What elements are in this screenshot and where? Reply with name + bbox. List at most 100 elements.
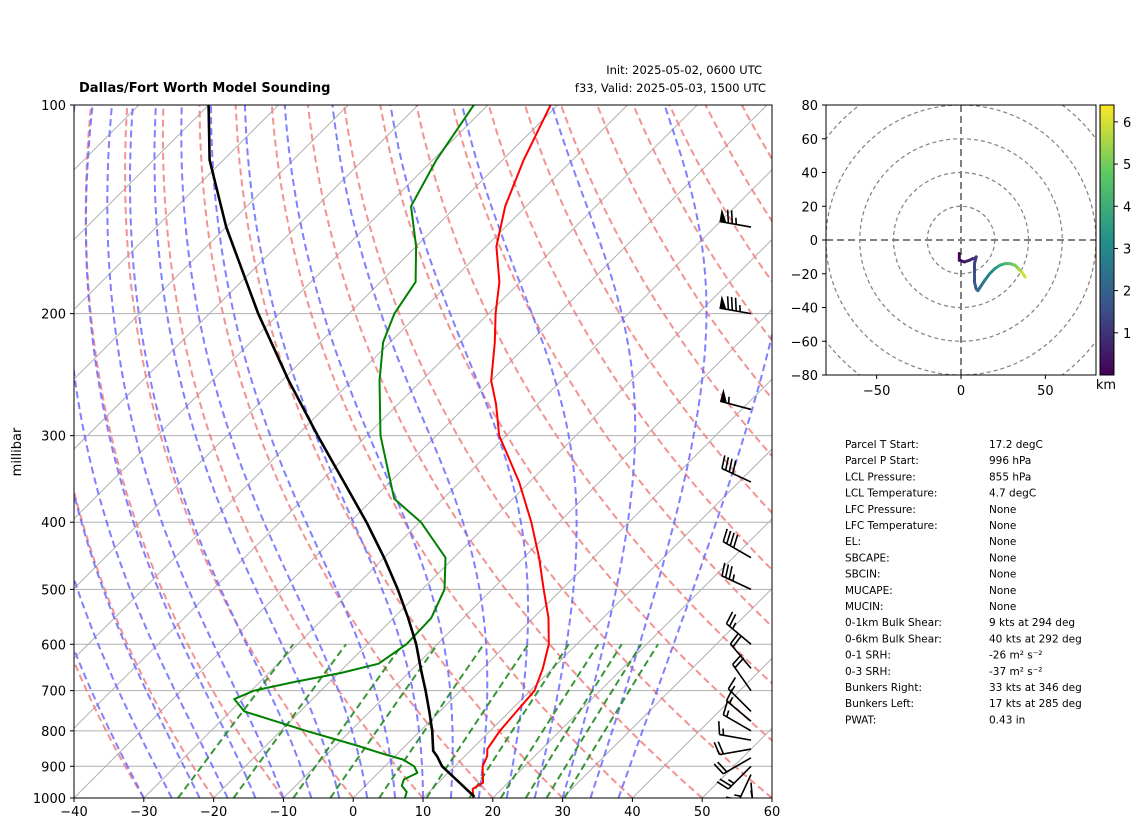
y-tick-label: 300 bbox=[41, 430, 66, 445]
parameter-value: 996 hPa bbox=[989, 455, 1031, 467]
hodograph-y-tick-label: −60 bbox=[791, 335, 818, 350]
x-tick-label: 50 bbox=[694, 805, 711, 820]
parameter-row: Bunkers Left: 17 kts at 285 deg bbox=[845, 698, 1082, 710]
hodograph-y-tick-label: 80 bbox=[801, 99, 818, 114]
parameter-value: None bbox=[989, 585, 1016, 597]
parameter-value: 4.7 degC bbox=[989, 488, 1036, 500]
parameter-row: 0-1km Bulk Shear: 9 kts at 294 deg bbox=[845, 617, 1075, 629]
moist-adiabat bbox=[461, 105, 578, 798]
y-tick-label: 900 bbox=[41, 760, 66, 775]
dry-adiabat bbox=[84, 105, 285, 798]
wind-barb bbox=[719, 295, 752, 315]
dry-adiabat bbox=[596, 105, 772, 401]
isotherm-line bbox=[74, 105, 279, 311]
parameter-label: LCL Temperature: bbox=[845, 488, 937, 500]
colorbar-tick-label: 6 bbox=[1123, 116, 1131, 131]
moist-adiabat bbox=[283, 105, 454, 798]
wind-barb bbox=[719, 208, 752, 228]
parcel-profile bbox=[207, 105, 476, 798]
x-tick-label: −40 bbox=[60, 805, 87, 820]
moist-adiabat bbox=[243, 105, 424, 798]
parameter-value: None bbox=[989, 504, 1016, 516]
parameter-row: PWAT: 0.43 in bbox=[845, 714, 1025, 726]
parameter-value: 9 kts at 294 deg bbox=[989, 617, 1075, 629]
parameter-row: LCL Temperature: 4.7 degC bbox=[845, 488, 1036, 500]
isotherm-line bbox=[283, 308, 772, 798]
parameter-value: 0.43 in bbox=[989, 714, 1025, 726]
parameter-row: Parcel T Start: 17.2 degC bbox=[845, 439, 1043, 451]
parameter-row: 0-3 SRH: -37 m² s⁻² bbox=[845, 666, 1042, 678]
dry-adiabat bbox=[523, 105, 772, 515]
wind-barb bbox=[717, 721, 752, 741]
wind-barb bbox=[750, 790, 754, 798]
x-tick-label: 60 bbox=[764, 805, 781, 820]
dry-adiabat bbox=[560, 105, 772, 458]
moist-adiabat bbox=[180, 105, 369, 798]
parameter-value: None bbox=[989, 536, 1016, 548]
wind-barb bbox=[716, 765, 752, 790]
y-axis-label: millibar bbox=[10, 427, 25, 476]
colorbar-label: km bbox=[1096, 378, 1116, 393]
isotherm-line bbox=[74, 105, 209, 241]
wind-barb bbox=[722, 701, 752, 732]
dry-adiabat bbox=[668, 105, 772, 284]
mixing-ratio-line bbox=[425, 643, 530, 798]
parameter-row: 0-1 SRH: -26 m² s⁻² bbox=[845, 650, 1042, 662]
parameter-label: PWAT: bbox=[845, 714, 876, 726]
parameter-value: -37 m² s⁻² bbox=[989, 666, 1042, 678]
dewpoint-profile bbox=[233, 105, 475, 798]
parameter-label: MUCIN: bbox=[845, 601, 884, 613]
dry-adiabat bbox=[74, 487, 215, 798]
hodograph-y-tick-label: 0 bbox=[810, 234, 818, 249]
y-tick-label: 600 bbox=[41, 638, 66, 653]
dry-adiabat bbox=[778, 105, 1142, 798]
mixing-ratio-line bbox=[524, 643, 623, 798]
dry-adiabat bbox=[814, 105, 1142, 798]
parameter-value: None bbox=[989, 520, 1016, 532]
mixing-ratio-line bbox=[177, 643, 295, 798]
x-tick-label: −30 bbox=[130, 805, 157, 820]
y-tick-label: 100 bbox=[41, 99, 66, 114]
wind-barb bbox=[713, 741, 752, 756]
parameter-value: 33 kts at 346 deg bbox=[989, 682, 1082, 694]
dry-adiabat bbox=[343, 105, 772, 798]
hodograph-x-tick-label: −50 bbox=[863, 384, 890, 399]
dry-adiabat bbox=[74, 658, 145, 798]
parameter-row: LCL Pressure: 855 hPa bbox=[845, 471, 1031, 483]
dry-adiabat bbox=[850, 105, 1142, 798]
x-tick-label: 20 bbox=[485, 805, 502, 820]
parameter-value: 40 kts at 292 deg bbox=[989, 633, 1082, 645]
moist-adiabat bbox=[617, 331, 772, 798]
parameter-label: LCL Pressure: bbox=[845, 471, 916, 483]
parameter-value: 17.2 degC bbox=[989, 439, 1043, 451]
moist-adiabat bbox=[84, 105, 257, 798]
parameter-label: Bunkers Left: bbox=[845, 698, 914, 710]
x-tick-label: −10 bbox=[270, 805, 297, 820]
isotherm-line bbox=[562, 587, 772, 798]
colorbar-tick-label: 2 bbox=[1123, 285, 1131, 300]
dry-adiabat bbox=[270, 105, 634, 798]
colorbar-tick-label: 3 bbox=[1123, 242, 1131, 257]
parameter-label: LFC Temperature: bbox=[845, 520, 938, 532]
wind-barb bbox=[721, 562, 752, 591]
isotherm-line bbox=[74, 105, 349, 380]
wind-barb bbox=[729, 632, 752, 669]
isotherm-line bbox=[422, 448, 772, 798]
parameter-label: Parcel T Start: bbox=[845, 439, 919, 451]
parameter-value: 855 hPa bbox=[989, 471, 1031, 483]
isotherm-line bbox=[213, 238, 772, 798]
parameter-value: None bbox=[989, 569, 1016, 581]
wind-barb bbox=[722, 528, 752, 559]
x-tick-label: 0 bbox=[349, 805, 357, 820]
parameter-label: MUCAPE: bbox=[845, 585, 893, 597]
parameter-row: 0-6km Bulk Shear: 40 kts at 292 deg bbox=[845, 633, 1082, 645]
colorbar-tick-label: 1 bbox=[1123, 327, 1131, 342]
y-tick-label: 200 bbox=[41, 308, 66, 323]
moist-adiabat bbox=[74, 105, 229, 798]
parameter-label: 0-1km Bulk Shear: bbox=[845, 617, 942, 629]
moist-adiabat bbox=[74, 575, 173, 798]
parameter-value: None bbox=[989, 601, 1016, 613]
colorbar-tick-label: 5 bbox=[1123, 158, 1131, 173]
wind-barb bbox=[727, 677, 752, 712]
wind-barb bbox=[713, 757, 752, 775]
